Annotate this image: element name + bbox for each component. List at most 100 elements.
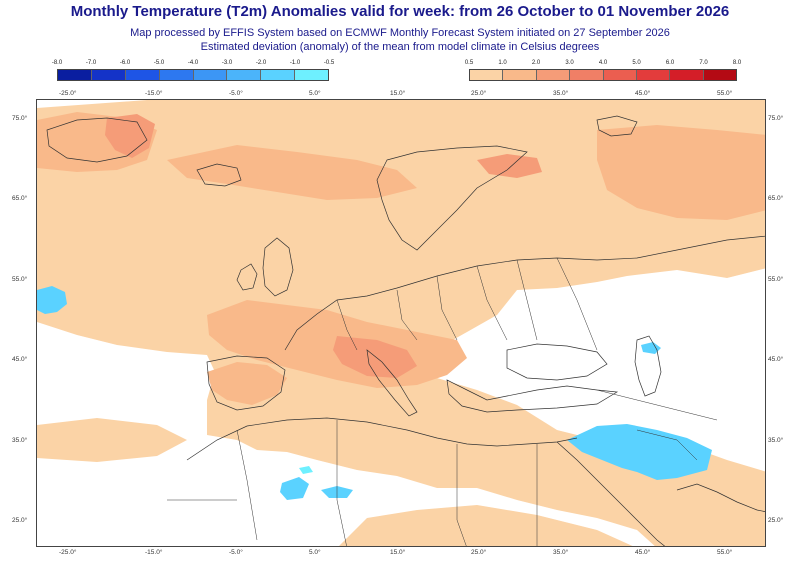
legend-tick-label: -1.0 — [289, 60, 301, 66]
coastline-caspian-sea — [634, 335, 662, 397]
coordinate-label: 35.0° — [553, 90, 569, 97]
border-line-3 — [436, 275, 458, 341]
legend-tick-label: 1.0 — [498, 60, 507, 66]
map-title: Monthly Temperature (T2m) Anomalies vali… — [70, 3, 730, 20]
legend-tick-label: 3.0 — [565, 60, 574, 66]
legend-color-swatch — [125, 70, 160, 80]
country-borders — [167, 257, 718, 546]
anomaly-area-cold-caspian — [641, 342, 661, 354]
legend-tick-label: -0.5 — [323, 60, 335, 66]
coordinate-label: 45.0° — [768, 356, 784, 363]
legend-tick-label: -5.0 — [153, 60, 165, 66]
border-line-1 — [336, 299, 358, 351]
legend-tick-label: 4.0 — [598, 60, 608, 66]
anomaly-area-warm-mid-iberia — [207, 362, 287, 405]
legend-color-swatch — [503, 70, 537, 80]
coordinate-label: 45.0° — [12, 356, 28, 363]
border-line-9 — [336, 420, 347, 546]
coordinate-label: 65.0° — [12, 195, 28, 202]
anomaly-area-cold-sahara-1 — [280, 477, 309, 500]
legend-tick-label: -3.0 — [221, 60, 233, 66]
legend-cold-ticks: -8.0 -7.0 -6.0 -5.0 -4.0 -3.0 -2.0 -1.0 -0.5 — [52, 60, 334, 69]
border-line-10 — [456, 444, 467, 546]
legend-color-swatch — [670, 70, 704, 80]
legend-color-swatch — [636, 70, 671, 80]
legend-tick-label: -8.0 — [51, 60, 63, 66]
coordinate-label: -25.0° — [59, 90, 77, 97]
legend-color-swatch — [193, 70, 228, 80]
coastline-iberia — [206, 355, 286, 411]
anomaly-area-warm-light-west — [37, 418, 187, 462]
coordinate-label: 15.0° — [390, 90, 406, 97]
coordinate-label: 15.0° — [390, 549, 406, 556]
legend-color-swatch — [261, 70, 296, 80]
legend-tick-label: -4.0 — [187, 60, 199, 66]
coordinate-label: 35.0° — [768, 437, 784, 444]
legend-color-swatch — [227, 70, 262, 80]
coordinate-label: 75.0° — [768, 115, 784, 122]
anomaly-area-warm-strong-greenland — [105, 114, 155, 158]
border-line-4 — [476, 265, 508, 341]
legend-tick-label: -7.0 — [85, 60, 97, 66]
coordinate-label: 45.0° — [635, 90, 651, 97]
legend-tick-label: -2.0 — [255, 60, 267, 66]
coastline-greenland — [46, 117, 148, 163]
coordinate-label: 65.0° — [768, 195, 784, 202]
coastline-ireland — [236, 263, 258, 291]
coordinate-label: -15.0° — [145, 549, 163, 556]
coastline-persian-gulf — [676, 483, 765, 512]
coastline-british-isles — [262, 237, 294, 297]
legend-color-swatch — [91, 70, 126, 80]
legend-color-swatch — [159, 70, 194, 80]
coastline-black-sea — [506, 343, 608, 381]
anomaly-area-cold-atlantic — [37, 286, 67, 314]
anomaly-area-warm-light — [37, 100, 765, 546]
coordinate-label: 55.0° — [717, 90, 733, 97]
legend-warm-ticks: 0.5 1.0 2.0 3.0 4.0 5.0 6.0 7.0 8.0 — [465, 60, 741, 69]
legend-color-swatch — [536, 70, 571, 80]
border-line-6 — [556, 257, 598, 351]
coordinate-label: 75.0° — [12, 115, 28, 122]
coastline-italy — [366, 349, 418, 417]
border-line-7 — [596, 389, 718, 421]
legend-color-swatch — [603, 70, 637, 80]
coordinate-label: 55.0° — [717, 549, 733, 556]
anomaly-area-warm-light-south — [339, 505, 633, 546]
border-line-5 — [516, 259, 538, 341]
coordinate-label: 25.0° — [471, 90, 487, 97]
coordinate-label: 25.0° — [768, 517, 784, 524]
coordinate-label: 25.0° — [12, 517, 28, 524]
legend-color-swatch — [470, 70, 504, 80]
legend-color-swatch — [295, 70, 328, 80]
anomaly-map — [36, 99, 766, 547]
anomaly-area-warm-strong-central — [333, 336, 417, 378]
border-line-13 — [636, 429, 698, 461]
coordinate-label: 35.0° — [553, 549, 569, 556]
coastline-greece-turkey — [446, 379, 619, 413]
legend-tick-label: 7.0 — [699, 60, 708, 66]
legend-tick-label: -6.0 — [119, 60, 131, 66]
border-line-2 — [396, 289, 418, 341]
legend-tick-label: 0.5 — [464, 60, 474, 66]
anomaly-area-warm-mid-north — [167, 145, 417, 200]
border-line-8 — [236, 429, 258, 541]
legend-warm-scale: 0.5 1.0 2.0 3.0 4.0 5.0 6.0 7.0 8.0 — [465, 60, 741, 81]
coordinate-label: -15.0° — [145, 90, 163, 97]
map-subtitle-description: Estimated deviation (anomaly) of the mea… — [200, 41, 600, 53]
anomaly-map-canvas — [37, 100, 765, 546]
map-subtitle-source: Map processed by EFFIS System based on E… — [130, 27, 670, 39]
coordinate-label: 45.0° — [635, 549, 651, 556]
coastline-scandinavia — [376, 145, 528, 251]
legend-color-swatch — [703, 70, 736, 80]
coordinate-label: -5.0° — [229, 90, 243, 97]
coordinate-label: 55.0° — [12, 276, 28, 283]
coordinate-label: 55.0° — [768, 276, 784, 283]
anomaly-area-cold-sahara-3 — [299, 466, 313, 474]
coordinate-label: 35.0° — [12, 437, 28, 444]
coordinate-label: -25.0° — [59, 549, 77, 556]
legend-tick-label: 2.0 — [531, 60, 541, 66]
coastline-arabia — [556, 441, 666, 546]
anomaly-area-cold-iraq — [567, 424, 712, 480]
coordinate-label: 25.0° — [471, 549, 487, 556]
legend-color-swatch — [58, 70, 92, 80]
